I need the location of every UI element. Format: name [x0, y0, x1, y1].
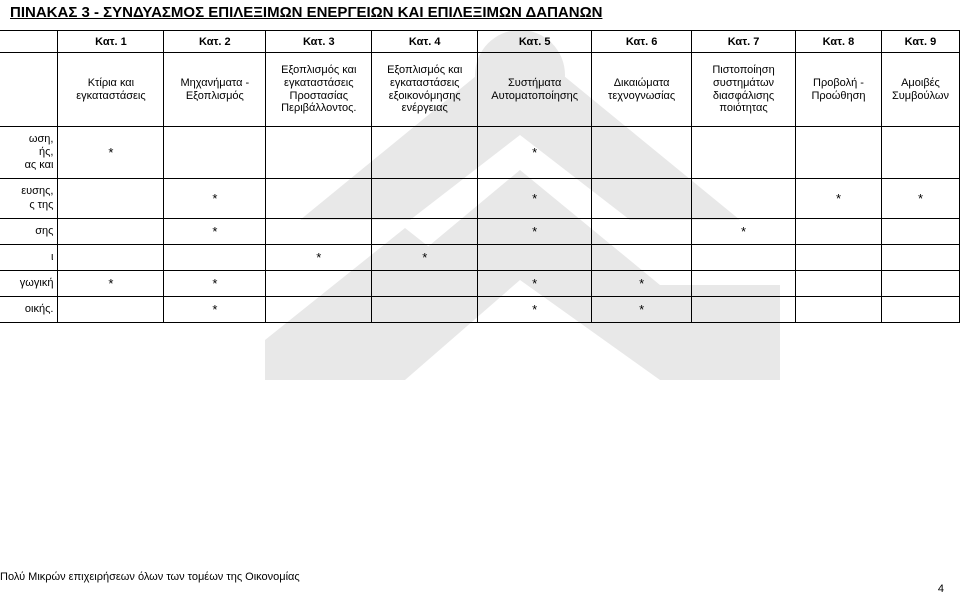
cell-3-1: [164, 245, 266, 271]
cell-2-1: *: [164, 219, 266, 245]
cell-1-7: *: [796, 179, 882, 219]
cell-1-3: [372, 179, 478, 219]
cell-4-4: *: [478, 271, 592, 297]
cell-2-8: [881, 219, 959, 245]
col-label-8: Αμοιβές Συμβούλων: [881, 53, 959, 127]
row-label-0: ωση, ής, ας και: [0, 127, 58, 179]
row-label-1: ευσης, ς της: [0, 179, 58, 219]
cell-3-2: *: [266, 245, 372, 271]
row-label-2: σης: [0, 219, 58, 245]
page-title: ΠΙΝΑΚΑΣ 3 - ΣΥΝΔΥΑΣΜΟΣ ΕΠΙΛΕΞΙΜΩΝ ΕΝΕΡΓΕ…: [10, 4, 602, 21]
col-kat-0: Κατ. 1: [58, 31, 164, 53]
col-label-0: Κτίρια και εγκαταστάσεις: [58, 53, 164, 127]
cell-3-7: [796, 245, 882, 271]
cell-3-5: [592, 245, 692, 271]
cell-2-7: [796, 219, 882, 245]
cell-5-7: [796, 297, 882, 323]
col-label-6: Πιστοποίηση συστημάτων διασφάλισης ποιότ…: [692, 53, 796, 127]
col-kat-2: Κατ. 3: [266, 31, 372, 53]
cell-5-0: [58, 297, 164, 323]
col-label-2: Εξοπλισμός και εγκαταστάσεις Προστασίας …: [266, 53, 372, 127]
cell-0-0: *: [58, 127, 164, 179]
cell-0-8: [881, 127, 959, 179]
cell-5-5: *: [592, 297, 692, 323]
cell-3-8: [881, 245, 959, 271]
page-number: 4: [938, 583, 944, 595]
cell-1-5: [592, 179, 692, 219]
cell-0-1: [164, 127, 266, 179]
cell-0-7: [796, 127, 882, 179]
cell-1-1: *: [164, 179, 266, 219]
row-label-4: γωγική: [0, 271, 58, 297]
col-label-1: Μηχανήματα - Εξοπλισμός: [164, 53, 266, 127]
cell-0-2: [266, 127, 372, 179]
main-table: Κατ. 1Κατ. 2Κατ. 3Κατ. 4Κατ. 5Κατ. 6Κατ.…: [0, 30, 960, 323]
col-kat-3: Κατ. 4: [372, 31, 478, 53]
cell-0-3: [372, 127, 478, 179]
cell-4-3: [372, 271, 478, 297]
cell-3-6: [692, 245, 796, 271]
cell-4-7: [796, 271, 882, 297]
cell-3-3: *: [372, 245, 478, 271]
cell-2-5: [592, 219, 692, 245]
cell-1-4: *: [478, 179, 592, 219]
cell-5-4: *: [478, 297, 592, 323]
cell-4-2: [266, 271, 372, 297]
col-kat-5: Κατ. 6: [592, 31, 692, 53]
col-kat-7: Κατ. 8: [796, 31, 882, 53]
col-kat-8: Κατ. 9: [881, 31, 959, 53]
cell-5-6: [692, 297, 796, 323]
cell-0-6: [692, 127, 796, 179]
cell-2-6: *: [692, 219, 796, 245]
cell-3-4: [478, 245, 592, 271]
footer-text: Πολύ Μικρών επιχειρήσεων όλων των τομέων…: [0, 571, 300, 583]
cell-4-1: *: [164, 271, 266, 297]
cell-4-0: *: [58, 271, 164, 297]
cell-1-6: [692, 179, 796, 219]
cell-0-5: [592, 127, 692, 179]
cell-2-3: [372, 219, 478, 245]
col-kat-1: Κατ. 2: [164, 31, 266, 53]
col-label-4: Συστήματα Αυτοματοποίησης: [478, 53, 592, 127]
cell-1-8: *: [881, 179, 959, 219]
cell-5-1: *: [164, 297, 266, 323]
cell-2-4: *: [478, 219, 592, 245]
cell-1-0: [58, 179, 164, 219]
cell-5-8: [881, 297, 959, 323]
col-kat-6: Κατ. 7: [692, 31, 796, 53]
cell-4-6: [692, 271, 796, 297]
cell-5-3: [372, 297, 478, 323]
cell-4-5: *: [592, 271, 692, 297]
row-label-3: ι: [0, 245, 58, 271]
col-kat-4: Κατ. 5: [478, 31, 592, 53]
cell-3-0: [58, 245, 164, 271]
col-label-5: Δικαιώματα τεχνογνωσίας: [592, 53, 692, 127]
cell-2-0: [58, 219, 164, 245]
cell-2-2: [266, 219, 372, 245]
cell-1-2: [266, 179, 372, 219]
cell-4-8: [881, 271, 959, 297]
cell-0-4: *: [478, 127, 592, 179]
col-label-3: Εξοπλισμός και εγκαταστάσεις εξοικονόμησ…: [372, 53, 478, 127]
cell-5-2: [266, 297, 372, 323]
row-label-5: οικής.: [0, 297, 58, 323]
col-label-7: Προβολή - Προώθηση: [796, 53, 882, 127]
